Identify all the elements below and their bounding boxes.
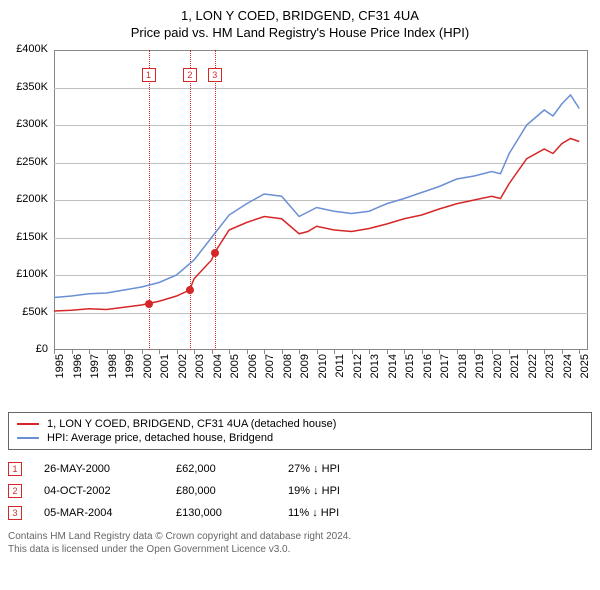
x-tick-label: 2009 xyxy=(299,354,311,394)
events-table: 1 26-MAY-2000 £62,000 27% ↓ HPI 2 04-OCT-2002… xyxy=(8,458,592,524)
x-tick-label: 2025 xyxy=(579,354,591,394)
x-tick-label: 2011 xyxy=(334,354,346,394)
legend-item: HPI: Average price, detached house, Brid… xyxy=(17,431,583,445)
chart-area: £0£50K£100K£150K£200K£250K£300K£350K£400… xyxy=(8,46,592,406)
legend: 1, LON Y COED, BRIDGEND, CF31 4UA (detac… xyxy=(8,412,592,450)
x-tick-label: 2017 xyxy=(439,354,451,394)
x-tick-label: 1999 xyxy=(124,354,136,394)
event-date: 05-MAR-2004 xyxy=(44,507,154,519)
x-tick-label: 2022 xyxy=(527,354,539,394)
x-tick-label: 2002 xyxy=(177,354,189,394)
series-price_paid xyxy=(54,139,579,312)
event-row: 1 26-MAY-2000 £62,000 27% ↓ HPI xyxy=(8,458,592,480)
event-date: 04-OCT-2002 xyxy=(44,485,154,497)
legend-swatch xyxy=(17,437,39,439)
event-date: 26-MAY-2000 xyxy=(44,463,154,475)
x-tick-label: 2015 xyxy=(404,354,416,394)
chart-subtitle: Price paid vs. HM Land Registry's House … xyxy=(8,25,592,40)
x-tick-label: 2004 xyxy=(212,354,224,394)
x-tick-label: 1998 xyxy=(107,354,119,394)
x-tick-label: 2021 xyxy=(509,354,521,394)
x-tick-label: 1995 xyxy=(54,354,66,394)
x-tick-label: 2020 xyxy=(492,354,504,394)
x-tick-label: 1996 xyxy=(72,354,84,394)
x-tick-label: 2008 xyxy=(282,354,294,394)
event-marker: 2 xyxy=(8,484,22,498)
x-tick-label: 2019 xyxy=(474,354,486,394)
footer-line: Contains HM Land Registry data © Crown c… xyxy=(8,530,592,543)
sale-dot xyxy=(211,249,219,257)
x-tick-label: 2024 xyxy=(562,354,574,394)
x-tick-label: 2023 xyxy=(544,354,556,394)
event-price: £80,000 xyxy=(176,485,266,497)
legend-swatch xyxy=(17,423,39,425)
event-row: 2 04-OCT-2002 £80,000 19% ↓ HPI xyxy=(8,480,592,502)
x-tick-label: 2000 xyxy=(142,354,154,394)
chart-title: 1, LON Y COED, BRIDGEND, CF31 4UA xyxy=(8,8,592,23)
legend-label: 1, LON Y COED, BRIDGEND, CF31 4UA (detac… xyxy=(47,418,336,430)
event-marker: 1 xyxy=(8,462,22,476)
event-delta: 11% ↓ HPI xyxy=(288,507,339,519)
container: 1, LON Y COED, BRIDGEND, CF31 4UA Price … xyxy=(0,0,600,560)
x-tick-label: 2003 xyxy=(194,354,206,394)
footer: Contains HM Land Registry data © Crown c… xyxy=(8,530,592,556)
x-tick-label: 1997 xyxy=(89,354,101,394)
event-price: £130,000 xyxy=(176,507,266,519)
x-tick-label: 2001 xyxy=(159,354,171,394)
event-delta: 19% ↓ HPI xyxy=(288,485,340,497)
x-tick-label: 2007 xyxy=(264,354,276,394)
x-tick-label: 2012 xyxy=(352,354,364,394)
x-tick-label: 2014 xyxy=(387,354,399,394)
sale-dot xyxy=(145,300,153,308)
event-row: 3 05-MAR-2004 £130,000 11% ↓ HPI xyxy=(8,502,592,524)
x-tick-label: 2006 xyxy=(247,354,259,394)
event-price: £62,000 xyxy=(176,463,266,475)
x-tick-label: 2005 xyxy=(229,354,241,394)
x-tick-label: 2018 xyxy=(457,354,469,394)
x-tick-label: 2016 xyxy=(422,354,434,394)
legend-label: HPI: Average price, detached house, Brid… xyxy=(47,432,273,444)
event-delta: 27% ↓ HPI xyxy=(288,463,340,475)
legend-item: 1, LON Y COED, BRIDGEND, CF31 4UA (detac… xyxy=(17,417,583,431)
sale-dot xyxy=(186,286,194,294)
footer-line: This data is licensed under the Open Gov… xyxy=(8,543,592,556)
series-svg xyxy=(8,46,590,352)
x-tick-label: 2013 xyxy=(369,354,381,394)
x-tick-label: 2010 xyxy=(317,354,329,394)
series-hpi xyxy=(54,95,579,298)
event-marker: 3 xyxy=(8,506,22,520)
